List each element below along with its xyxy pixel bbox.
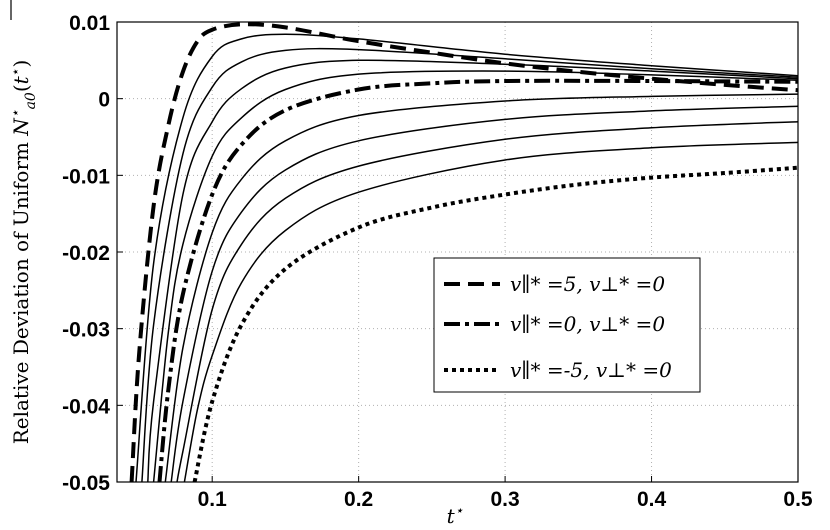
y-tick-label: -0.02 [62,242,110,265]
series-line-10 [183,141,799,483]
y-tick-label: -0.03 [62,319,110,342]
series-line-11 [192,165,799,483]
y-tick-label: 0.01 [69,12,110,35]
x-tick-label: 0.3 [490,488,519,511]
series-line-2 [135,33,799,483]
series-line-3 [141,47,799,483]
legend-label-dashdot: v∥* =0, v⊥* =0 [510,312,665,336]
x-tick-label: 0.1 [198,488,228,511]
y-tick-label: -0.01 [62,165,110,188]
y-tick-label: -0.04 [62,395,110,418]
x-tick-label: 0.2 [344,488,373,511]
y-tick-label: -0.05 [62,472,110,495]
series-line-6 [157,78,799,483]
x-axis-label: t⋆ [447,503,464,528]
series-line-4 [147,59,799,483]
series-line-9 [176,120,799,483]
y-tick-label: 0 [98,89,110,112]
legend-label-dotted: v∥* =-5, v⊥* =0 [510,358,672,382]
x-tick-label: 0.5 [783,488,813,511]
svg-text:Relative Deviation of Uniform: Relative Deviation of Uniform N⋆a0(t⋆) [8,60,39,445]
axis-ticks: 0.1 0.2 0.3 0.4 0.5 0.01 0 -0.01 -0.02 -0.03 -0.04… [62,12,813,511]
legend: v∥* =5, v⊥* =0 v∥* =0, v⊥* =0 v∥* =-5, v⊥*… [433,257,701,393]
series-line-7 [164,93,799,483]
series-line-8 [170,105,799,483]
x-tick-label: 0.4 [637,488,667,511]
legend-label-dashed: v∥* =5, v⊥* =0 [510,272,665,296]
series-line-5 [152,70,799,483]
series-line-1 [129,22,799,483]
series-lines [129,22,799,483]
y-axis-label: Relative Deviation of Uniform N⋆a0(t⋆) [8,0,39,444]
